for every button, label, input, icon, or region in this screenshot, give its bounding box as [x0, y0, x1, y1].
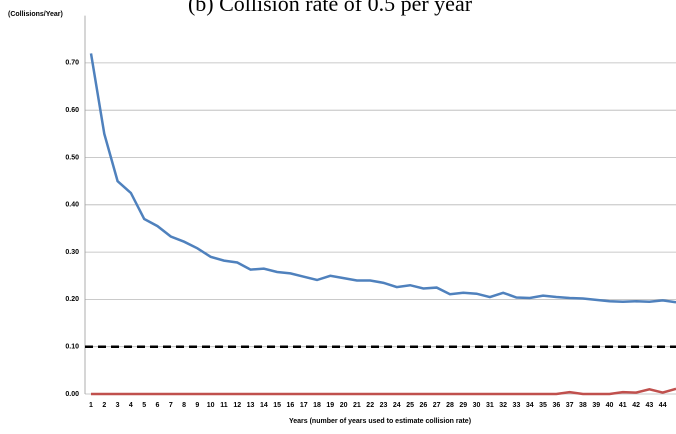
x-tick-label: 11 [220, 402, 228, 409]
x-tick-label: 25 [406, 402, 414, 409]
x-tick-label: 18 [313, 402, 321, 409]
x-tick-label: 16 [287, 402, 295, 409]
x-tick-label: 26 [419, 402, 427, 409]
x-tick-label: 23 [380, 402, 388, 409]
x-tick-label: 10 [207, 402, 215, 409]
x-tick-label: 14 [260, 402, 268, 409]
x-tick-label: 31 [486, 402, 494, 409]
x-tick-label: 42 [632, 402, 640, 409]
data-line [89, 53, 676, 304]
x-tick-label: 39 [592, 402, 600, 409]
x-tick-label: 21 [353, 402, 361, 409]
x-tick-label: 8 [182, 402, 186, 409]
y-tick-label: 0.10 [65, 344, 79, 351]
y-tick-label: 0.60 [65, 107, 79, 114]
x-tick-label: 13 [247, 402, 255, 409]
x-tick-label: 15 [273, 402, 281, 409]
x-axis-label: Years (number of years used to estimate … [289, 418, 471, 425]
x-tick-label: 43 [646, 402, 654, 409]
x-tick-label: 4 [129, 402, 133, 409]
y-tick-label: 0.00 [65, 391, 79, 398]
x-tick-label: 28 [446, 402, 454, 409]
x-tick-label: 36 [552, 402, 560, 409]
x-tick-label: 20 [340, 402, 348, 409]
x-tick-label: 33 [513, 402, 521, 409]
x-tick-label: 34 [526, 402, 534, 409]
x-tick-label: 40 [606, 402, 614, 409]
y-tick-label: 0.20 [65, 296, 79, 303]
x-tick-label: 44 [659, 402, 667, 409]
x-tick-label: 5 [142, 402, 146, 409]
x-tick-label: 27 [433, 402, 441, 409]
x-tick-label: 19 [326, 402, 334, 409]
x-tick-label: 29 [459, 402, 467, 409]
x-tick-label: 38 [579, 402, 587, 409]
chart-title: (b) Collision rate of 0.5 per year [188, 0, 473, 16]
x-tick-label: 17 [300, 402, 308, 409]
y-axis-label: (Collisions/Year) [8, 11, 63, 18]
x-tick-label: 35 [539, 402, 547, 409]
y-tick-label: 0.40 [65, 202, 79, 209]
x-tick-label: 7 [169, 402, 173, 409]
x-tick-label: 3 [116, 402, 120, 409]
x-tick-label: 1 [89, 402, 93, 409]
x-tick-label: 12 [233, 402, 241, 409]
x-tick-label: 2 [102, 402, 106, 409]
y-tick-label: 0.50 [65, 154, 79, 161]
x-tick-label: 24 [393, 402, 401, 409]
y-tick-label: 0.70 [65, 60, 79, 67]
x-tick-label: 30 [473, 402, 481, 409]
x-tick-label: 37 [566, 402, 574, 409]
x-tick-label: 22 [366, 402, 374, 409]
data-line [91, 387, 676, 396]
x-tick-label: 41 [619, 402, 627, 409]
x-tick-label: 6 [156, 402, 160, 409]
y-tick-label: 0.30 [65, 249, 79, 256]
x-tick-label: 9 [195, 402, 199, 409]
x-tick-label: 32 [499, 402, 507, 409]
